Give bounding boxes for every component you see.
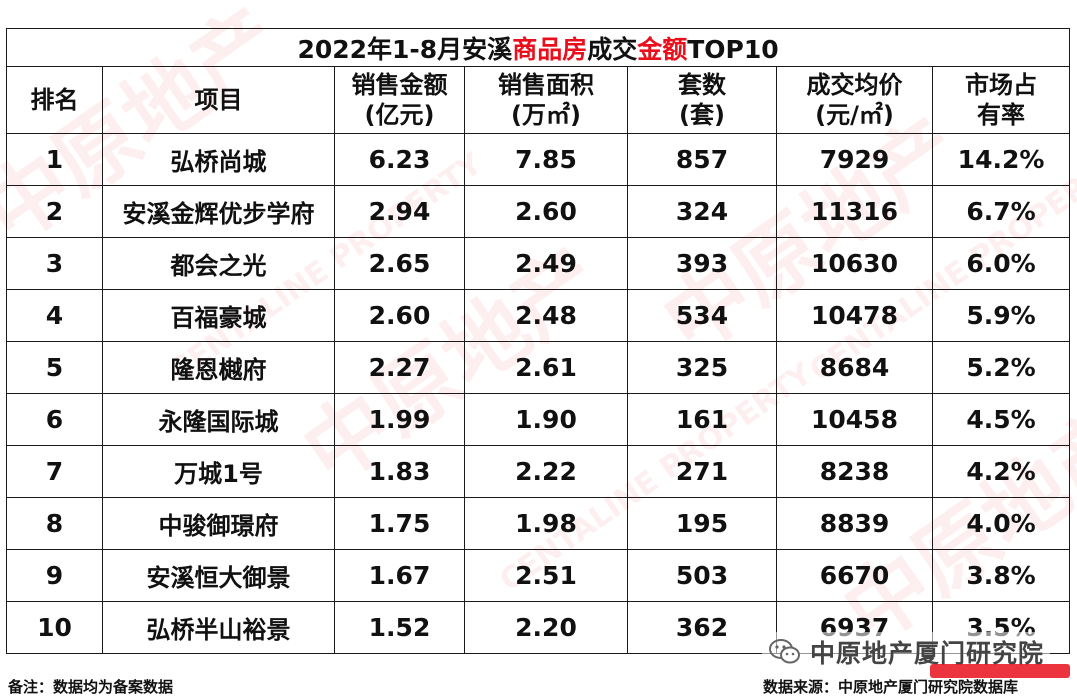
brand-logo-strip	[930, 664, 1070, 678]
units-cell: 857	[627, 133, 777, 186]
units-cell: 503	[627, 549, 777, 602]
amount-cell: 2.27	[334, 341, 465, 394]
price-cell: 8684	[776, 341, 933, 394]
amount-cell: 1.75	[334, 497, 465, 550]
table-row: 8 中骏御璟府 1.75 1.98 195 8839 4.0%	[6, 497, 1071, 550]
table-row: 9 安溪恒大御景 1.67 2.51 503 6670 3.8%	[6, 549, 1071, 602]
amount-cell: 1.67	[334, 549, 465, 602]
rank-cell: 7	[6, 445, 103, 498]
price-cell: 10458	[776, 393, 933, 446]
share-cell: 6.0%	[931, 237, 1071, 290]
units-cell: 325	[627, 341, 777, 394]
project-cell: 安溪金辉优步学府	[102, 185, 335, 238]
price-cell: 10630	[776, 237, 933, 290]
rank-cell: 6	[6, 393, 103, 446]
footer-note: 备注：数据均为备案数据	[8, 678, 174, 696]
share-cell: 4.5%	[931, 393, 1071, 446]
project-cell: 隆恩樾府	[102, 341, 335, 394]
price-cell: 8238	[776, 445, 933, 498]
amount-cell: 1.52	[334, 601, 465, 654]
project-cell: 弘桥尚城	[102, 133, 335, 186]
table-row: 7 万城1号 1.83 2.22 271 8238 4.2%	[6, 445, 1071, 498]
area-cell: 2.61	[464, 341, 628, 394]
project-cell: 百福豪城	[102, 289, 335, 342]
units-cell: 271	[627, 445, 777, 498]
header-sales-amount: 销售金额 (亿元)	[334, 66, 465, 134]
price-cell: 11316	[776, 185, 933, 238]
table-title: 2022年1-8月安溪商品房成交金额TOP10	[5, 28, 1071, 67]
header-rank: 排名	[6, 66, 103, 134]
header-project: 项目	[102, 66, 335, 134]
table-row: 4 百福豪城 2.60 2.48 534 10478 5.9%	[6, 289, 1071, 342]
units-cell: 362	[627, 601, 777, 654]
rank-cell: 2	[6, 185, 103, 238]
share-cell: 4.2%	[931, 445, 1071, 498]
share-cell: 3.8%	[931, 549, 1071, 602]
project-cell: 中骏御璟府	[102, 497, 335, 550]
units-cell: 324	[627, 185, 777, 238]
area-cell: 2.51	[464, 549, 628, 602]
header-row: 排名 项目 销售金额 (亿元) 销售面积 (万㎡) 套数 (套) 成交均价 (元/㎡) …	[6, 66, 1071, 134]
ranking-table: 2022年1-8月安溪商品房成交金额TOP10 排名 项目 销售金额 (亿元) 销…	[5, 28, 1071, 654]
share-cell: 5.2%	[931, 341, 1071, 394]
share-cell: 14.2%	[931, 133, 1071, 186]
area-cell: 2.49	[464, 237, 628, 290]
table-row: 3 都会之光 2.65 2.49 393 10630 6.0%	[6, 237, 1071, 290]
header-market-share: 市场占 有率	[931, 66, 1071, 134]
area-cell: 2.60	[464, 185, 628, 238]
amount-cell: 2.60	[334, 289, 465, 342]
project-cell: 弘桥半山裕景	[102, 601, 335, 654]
rank-cell: 1	[6, 133, 103, 186]
project-cell: 万城1号	[102, 445, 335, 498]
price-cell: 8839	[776, 497, 933, 550]
footer-source: 数据来源：中原地产厦门研究院数据库	[763, 678, 1019, 696]
area-cell: 1.98	[464, 497, 628, 550]
rank-cell: 5	[6, 341, 103, 394]
share-cell: 4.0%	[931, 497, 1071, 550]
amount-cell: 1.99	[334, 393, 465, 446]
header-units: 套数 (套)	[627, 66, 777, 134]
price-cell: 7929	[776, 133, 933, 186]
units-cell: 393	[627, 237, 777, 290]
share-cell: 5.9%	[931, 289, 1071, 342]
amount-cell: 2.94	[334, 185, 465, 238]
amount-cell: 6.23	[334, 133, 465, 186]
project-cell: 都会之光	[102, 237, 335, 290]
units-cell: 195	[627, 497, 777, 550]
area-cell: 7.85	[464, 133, 628, 186]
area-cell: 2.22	[464, 445, 628, 498]
rank-cell: 4	[6, 289, 103, 342]
units-cell: 161	[627, 393, 777, 446]
amount-cell: 2.65	[334, 237, 465, 290]
price-cell: 6670	[776, 549, 933, 602]
project-cell: 安溪恒大御景	[102, 549, 335, 602]
table-row: 6 永隆国际城 1.99 1.90 161 10458 4.5%	[6, 393, 1071, 446]
area-cell: 2.20	[464, 601, 628, 654]
wechat-account-name: 中原地产厦门研究院	[810, 639, 1045, 668]
area-cell: 2.48	[464, 289, 628, 342]
table-row: 2 安溪金辉优步学府 2.94 2.60 324 11316 6.7%	[6, 185, 1071, 238]
rank-cell: 3	[6, 237, 103, 290]
table-row: 5 隆恩樾府 2.27 2.61 325 8684 5.2%	[6, 341, 1071, 394]
header-sales-area: 销售面积 (万㎡)	[464, 66, 628, 134]
table-row: 1 弘桥尚城 6.23 7.85 857 7929 14.2%	[6, 133, 1071, 186]
header-avg-price: 成交均价 (元/㎡)	[776, 66, 933, 134]
area-cell: 1.90	[464, 393, 628, 446]
units-cell: 534	[627, 289, 777, 342]
rank-cell: 10	[6, 601, 103, 654]
wechat-icon	[769, 639, 800, 664]
project-cell: 永隆国际城	[102, 393, 335, 446]
share-cell: 6.7%	[931, 185, 1071, 238]
rank-cell: 8	[6, 497, 103, 550]
price-cell: 10478	[776, 289, 933, 342]
rank-cell: 9	[6, 549, 103, 602]
amount-cell: 1.83	[334, 445, 465, 498]
